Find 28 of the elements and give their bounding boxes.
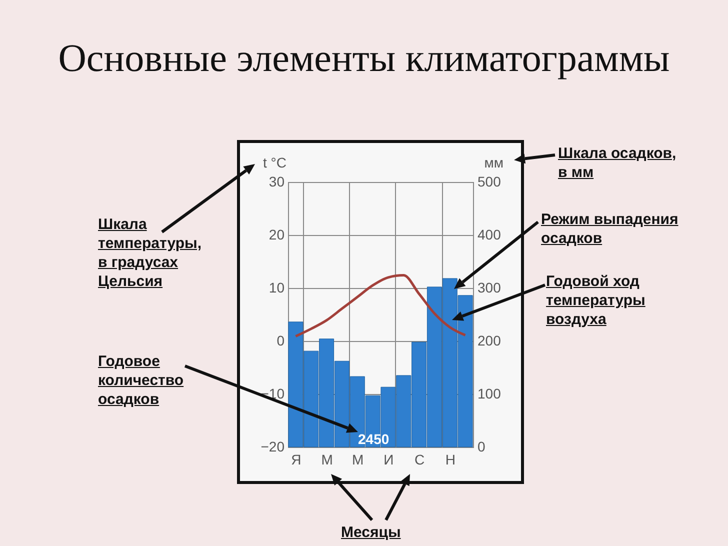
y2-tick-label: 0 [478, 438, 486, 454]
x-tick-label: М [352, 452, 364, 468]
annotation: 2450 [358, 430, 390, 449]
y2-tick-label: 100 [478, 386, 502, 402]
y2-axis-title: мм [484, 154, 504, 170]
text: Годовой ход температуры воздуха [546, 272, 646, 329]
y2-tick-label: 200 [478, 332, 502, 348]
chart-title: Основные элементы климатограммы [57, 36, 671, 81]
x-tick-label: Н [445, 452, 456, 468]
y2-tick-label: 300 [478, 280, 502, 296]
text: Шкала температуры, в градусах Цельсия [98, 215, 202, 291]
y-tick-label: 10 [268, 280, 285, 296]
text: Месяцы [341, 523, 402, 542]
y-tick-label: −20 [260, 438, 285, 454]
y2-tick-label: 400 [478, 226, 502, 242]
y2-tick-label: 500 [478, 174, 502, 190]
x-tick-label: Я [291, 452, 302, 468]
y-tick-label: 0 [276, 332, 285, 348]
x-tick-label: М [321, 452, 333, 468]
y-tick-label: 20 [268, 226, 285, 242]
y-axis-title: t °C [263, 154, 286, 170]
line-series [294, 274, 467, 338]
text: Режим выпадения осадков [541, 210, 680, 248]
x-tick-label: С [414, 452, 425, 468]
x-tick-label: И [384, 452, 394, 468]
text: Годовое количество осадков [98, 352, 185, 409]
text: Шкала осадков, в мм [558, 144, 678, 182]
y-tick-label: 30 [268, 174, 285, 190]
